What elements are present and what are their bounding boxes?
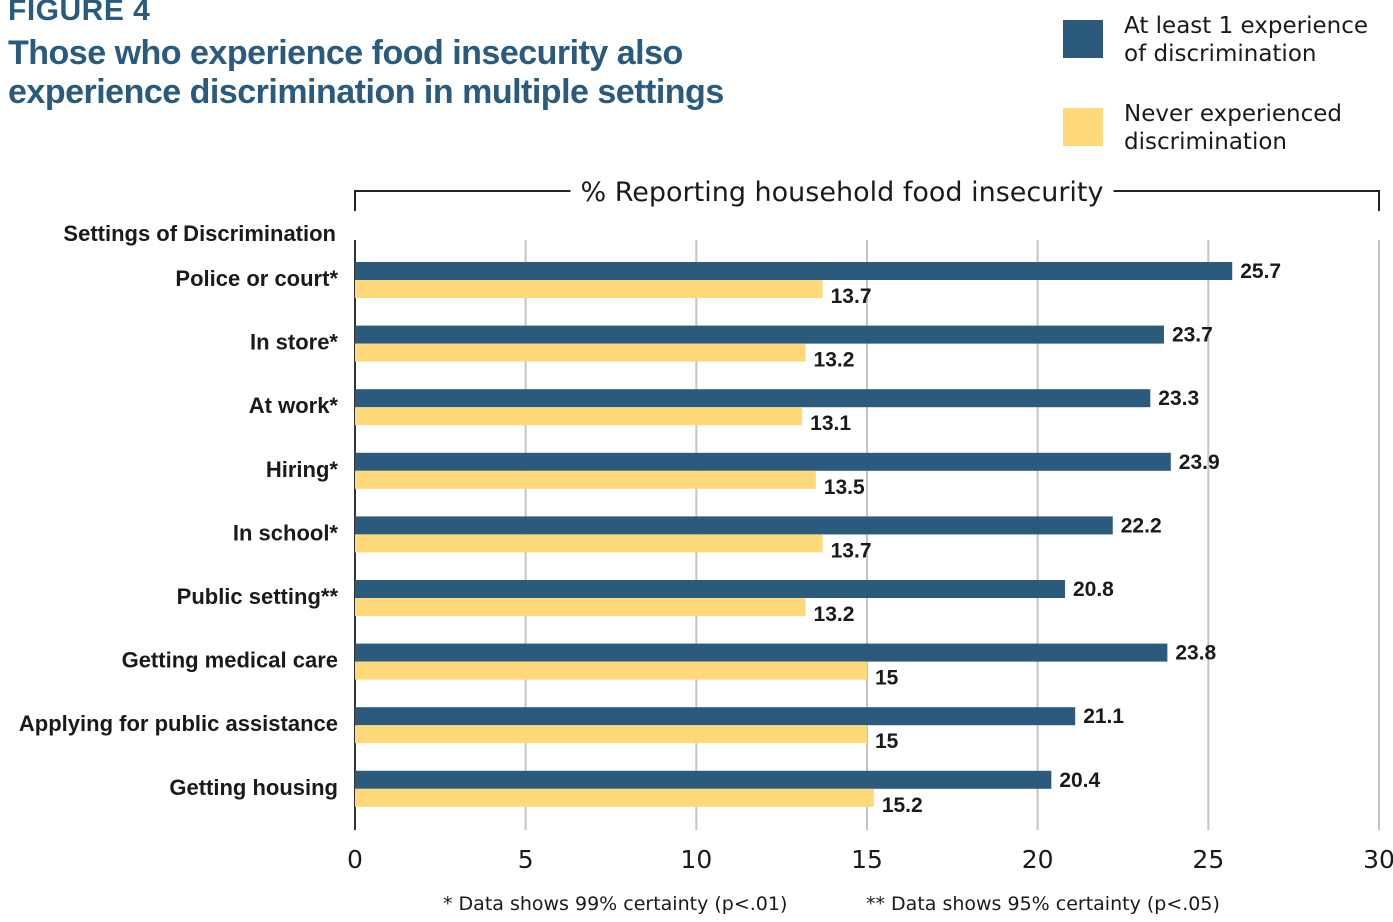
category-label: Getting housing bbox=[169, 775, 338, 800]
x-axis-title: % Reporting household food insecurity bbox=[580, 177, 1103, 208]
legend-swatch-discrimination bbox=[1063, 20, 1103, 58]
bar bbox=[355, 343, 806, 362]
data-label: 23.8 bbox=[1175, 642, 1216, 665]
category-label: Hiring* bbox=[266, 457, 339, 482]
bar bbox=[355, 534, 823, 553]
bar bbox=[355, 770, 1052, 789]
legend-item-never: Never experienced discrimination bbox=[1063, 100, 1393, 188]
bar bbox=[355, 580, 1065, 598]
bar bbox=[355, 661, 867, 680]
bar bbox=[355, 788, 874, 807]
data-label: 22.2 bbox=[1121, 514, 1162, 537]
x-axis-bracket bbox=[354, 190, 1380, 211]
x-tick-label: 15 bbox=[851, 845, 883, 874]
bar bbox=[355, 707, 1076, 726]
legend: At least 1 experience of discrimination … bbox=[1063, 12, 1393, 188]
data-label: 13.2 bbox=[814, 603, 855, 626]
chart-title: Those who experience food insecurity als… bbox=[8, 34, 724, 111]
bar bbox=[355, 516, 1113, 535]
legend-item-discrimination: At least 1 experience of discrimination bbox=[1063, 12, 1393, 100]
data-label: 15 bbox=[875, 730, 899, 753]
data-label: 13.7 bbox=[831, 285, 872, 308]
data-label: 13.7 bbox=[831, 539, 872, 562]
bar bbox=[355, 280, 823, 298]
data-label: 13.2 bbox=[814, 349, 855, 372]
data-label: 23.9 bbox=[1179, 451, 1220, 474]
x-tick-label: 20 bbox=[1022, 845, 1054, 874]
x-tick-label: 30 bbox=[1363, 845, 1393, 874]
bar bbox=[355, 470, 816, 489]
category-label: Getting medical care bbox=[122, 648, 338, 673]
category-label: Applying for public assistance bbox=[19, 711, 338, 736]
footnote-95: ** Data shows 95% certainty (p<.05) bbox=[866, 893, 1220, 915]
bar bbox=[355, 325, 1164, 344]
x-tick-label: 0 bbox=[347, 845, 363, 874]
bar bbox=[355, 407, 803, 426]
legend-label-discrimination: At least 1 experience of discrimination bbox=[1124, 13, 1369, 67]
data-label: 13.1 bbox=[810, 412, 851, 435]
figure-label: FIGURE 4 bbox=[8, 0, 151, 27]
y-axis-title: Settings of Discrimination bbox=[63, 221, 336, 246]
x-tick-label: 10 bbox=[680, 845, 712, 874]
footnote-99: * Data shows 99% certainty (p<.01) bbox=[443, 893, 788, 915]
data-label: 23.3 bbox=[1158, 387, 1199, 410]
x-tick-label: 5 bbox=[518, 845, 534, 874]
category-label: In store* bbox=[250, 330, 338, 355]
bar bbox=[355, 598, 806, 616]
data-label: 15 bbox=[875, 667, 899, 690]
data-label: 20.8 bbox=[1073, 578, 1114, 601]
bar bbox=[355, 725, 867, 744]
bar bbox=[355, 389, 1151, 408]
legend-swatch-never bbox=[1063, 108, 1103, 146]
x-tick-label: 25 bbox=[1192, 845, 1224, 874]
bar bbox=[355, 452, 1171, 471]
data-label: 13.5 bbox=[824, 476, 865, 499]
data-label: 21.1 bbox=[1083, 705, 1124, 728]
bar bbox=[355, 262, 1233, 280]
bar bbox=[355, 643, 1168, 662]
legend-label-never: Never experienced discrimination bbox=[1124, 101, 1342, 155]
category-label: At work* bbox=[249, 393, 339, 418]
category-label: Public setting** bbox=[177, 584, 339, 609]
category-label: Police or court* bbox=[175, 266, 338, 291]
data-label: 15.2 bbox=[882, 794, 923, 817]
data-label: 20.4 bbox=[1059, 769, 1100, 792]
data-label: 25.7 bbox=[1240, 260, 1281, 283]
data-label: 23.7 bbox=[1172, 324, 1213, 347]
category-label: In school* bbox=[233, 520, 339, 545]
